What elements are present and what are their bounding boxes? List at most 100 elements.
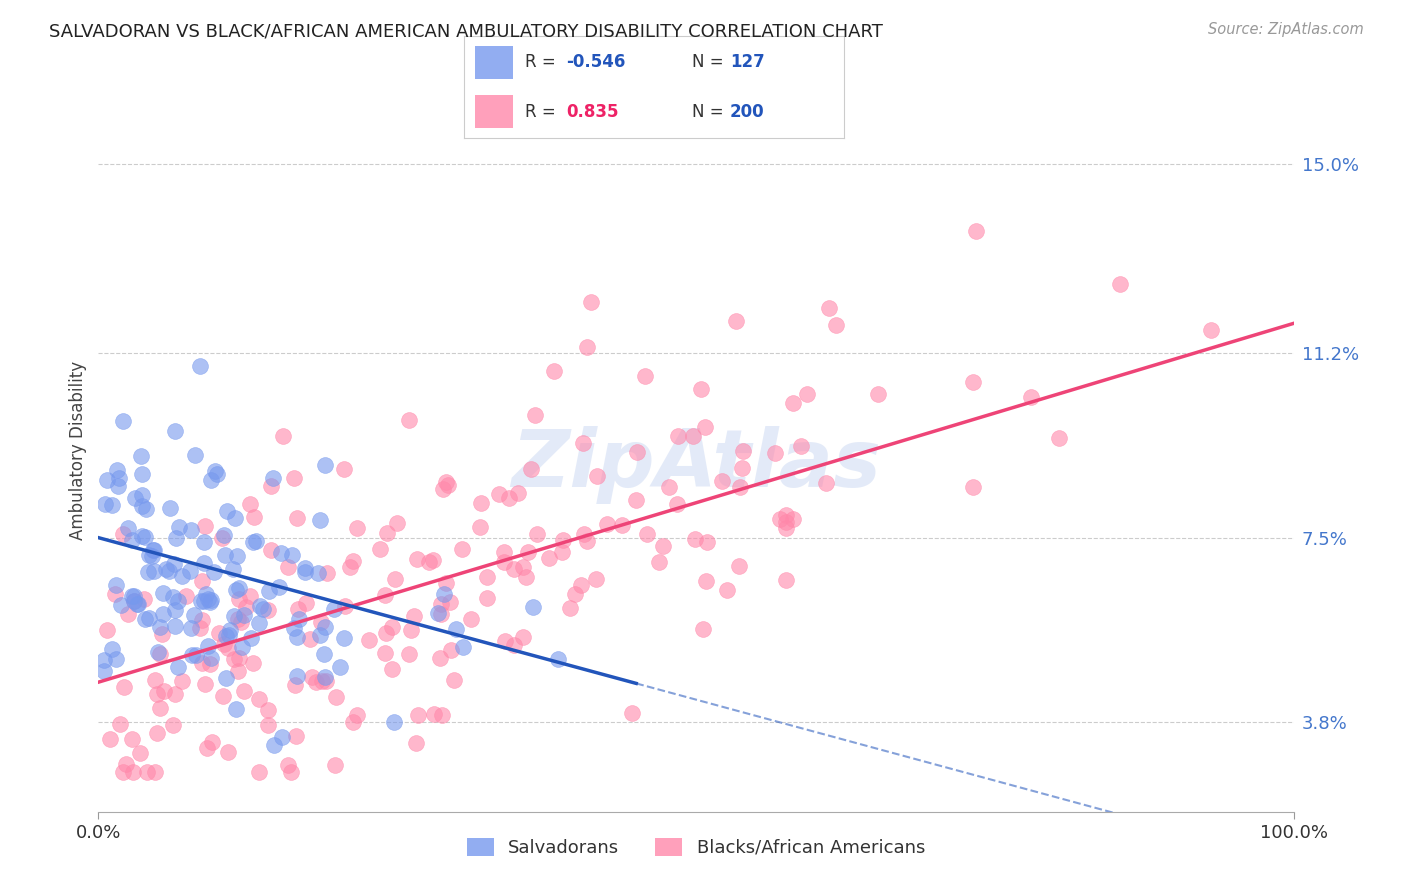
Point: [512, 630, 534, 644]
Point: [381, 662, 404, 676]
Point: [112, 681, 135, 695]
Point: [1047, 431, 1070, 445]
Bar: [475, 95, 513, 128]
Point: [224, 511, 246, 525]
Point: [122, 594, 145, 608]
Point: [285, 630, 308, 644]
Point: [186, 648, 208, 662]
Point: [692, 622, 714, 636]
Point: [285, 729, 308, 743]
Point: [257, 718, 280, 732]
Point: [257, 583, 280, 598]
Point: [488, 487, 510, 501]
Point: [247, 764, 270, 779]
Point: [716, 582, 738, 597]
Point: [115, 756, 138, 771]
Point: [430, 607, 453, 621]
Point: [153, 684, 176, 698]
Point: [184, 448, 207, 462]
Point: [333, 462, 356, 476]
Point: [325, 690, 347, 705]
Point: [101, 642, 124, 657]
Point: [647, 555, 669, 569]
Point: [122, 590, 145, 604]
Point: [520, 462, 543, 476]
Point: [710, 474, 733, 488]
Point: [727, 559, 749, 574]
Point: [225, 702, 247, 716]
Point: [439, 594, 461, 608]
Point: [232, 684, 254, 698]
Point: [730, 461, 752, 475]
Legend: Salvadorans, Blacks/African Americans: Salvadorans, Blacks/African Americans: [460, 830, 932, 864]
Point: [152, 607, 174, 621]
Point: [271, 429, 294, 443]
Point: [382, 714, 405, 729]
Point: [200, 650, 222, 665]
Point: [211, 531, 233, 545]
Point: [104, 587, 127, 601]
Point: [159, 501, 181, 516]
Point: [621, 706, 644, 721]
Point: [127, 598, 149, 612]
Point: [162, 718, 184, 732]
Point: [430, 597, 453, 611]
Point: [226, 612, 249, 626]
Point: [423, 706, 446, 721]
Point: [731, 443, 754, 458]
Point: [796, 386, 818, 401]
Point: [134, 612, 156, 626]
Point: [782, 396, 804, 410]
Point: [477, 591, 499, 606]
Point: [825, 318, 848, 333]
Point: [165, 603, 187, 617]
Point: [148, 645, 170, 659]
Point: [498, 491, 520, 505]
Point: [247, 692, 270, 706]
Point: [551, 545, 574, 559]
Point: [658, 480, 681, 494]
Point: [204, 463, 226, 477]
Point: [526, 527, 548, 541]
Point: [222, 609, 245, 624]
Text: -0.546: -0.546: [567, 54, 626, 71]
Point: [190, 594, 212, 608]
Point: [342, 554, 364, 568]
Point: [398, 413, 420, 427]
Point: [112, 764, 135, 779]
Point: [682, 429, 704, 443]
Point: [312, 648, 335, 662]
Point: [359, 632, 381, 647]
Point: [150, 627, 173, 641]
Point: [134, 530, 156, 544]
Point: [247, 616, 270, 631]
Point: [124, 491, 146, 506]
Point: [249, 599, 271, 614]
Point: [422, 553, 444, 567]
Point: [180, 524, 202, 538]
Point: [208, 626, 231, 640]
Bar: [475, 45, 513, 78]
Point: [790, 439, 813, 453]
Point: [194, 518, 217, 533]
Point: [575, 533, 598, 548]
Point: [193, 535, 215, 549]
Point: [131, 528, 153, 542]
Point: [444, 622, 467, 636]
Point: [122, 593, 145, 607]
Point: [346, 708, 368, 723]
Point: [294, 561, 316, 575]
Point: [492, 545, 515, 559]
Point: [307, 566, 329, 581]
Point: [558, 601, 581, 615]
Y-axis label: Ambulatory Disability: Ambulatory Disability: [69, 361, 87, 540]
Point: [652, 539, 675, 553]
Point: [769, 511, 792, 525]
Point: [105, 463, 128, 477]
Point: [524, 408, 547, 422]
Point: [235, 600, 257, 615]
Point: [239, 590, 262, 604]
Point: [1201, 323, 1223, 337]
Point: [228, 581, 250, 595]
Point: [405, 736, 427, 750]
